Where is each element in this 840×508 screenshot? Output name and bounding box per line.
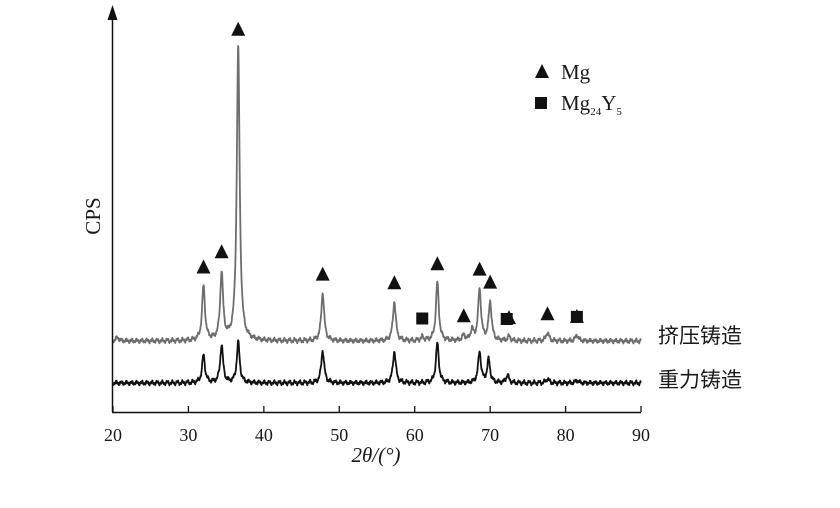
legend: Mg Mg24Y5	[535, 60, 622, 118]
legend-label-mg24y5-main: Mg	[561, 91, 591, 115]
x-tick-label: 80	[557, 425, 575, 445]
mg-phase-marker	[387, 275, 402, 290]
mg-phase-marker	[231, 21, 246, 36]
mg-phase-marker	[430, 256, 445, 271]
y-axis-title: CPS	[81, 197, 105, 234]
x-tick-label: 20	[104, 425, 122, 445]
mg-phase-marker	[315, 266, 330, 281]
x-ticks: 20 30 40 50 60 70 80 90	[104, 406, 650, 445]
legend-label-mg24y5-sub2: 5	[616, 106, 622, 118]
legend-entry-mg: Mg	[535, 60, 591, 84]
mg-phase-marker	[196, 259, 211, 274]
mg-phase-marker	[540, 306, 555, 321]
legend-entry-mg24y5: Mg24Y5	[535, 91, 622, 118]
series-line	[112, 339, 642, 387]
x-axis-title: 2θ/(°)	[351, 443, 400, 467]
legend-label-mg24y5-sub: 24	[590, 106, 602, 118]
x-tick-label: 90	[632, 425, 650, 445]
y-axis-arrow	[107, 5, 118, 20]
mg-phase-marker	[472, 261, 487, 276]
x-tick-label: 40	[255, 425, 273, 445]
mg-phase-marker	[483, 274, 498, 289]
series-label-gravity-cast: 重力铸造	[658, 368, 742, 392]
legend-triangle-marker	[535, 64, 549, 78]
x-tick-label: 50	[330, 425, 348, 445]
x-tick-label: 30	[179, 425, 197, 445]
series-line	[112, 45, 642, 345]
legend-label-mg24y5-y: Y	[601, 91, 616, 115]
plot-area	[112, 21, 642, 387]
mg-phase-marker	[456, 308, 471, 323]
legend-square-marker	[535, 97, 547, 109]
mg24y5-phase-marker	[416, 312, 429, 325]
x-tick-label: 60	[406, 425, 424, 445]
legend-label-mg: Mg	[561, 60, 591, 84]
mg-phase-marker	[502, 310, 516, 325]
legend-label-mg24y5: Mg24Y5	[561, 91, 622, 118]
x-tick-label: 70	[481, 425, 499, 445]
axes	[107, 5, 641, 414]
series-label-squeeze-cast: 挤压铸造	[658, 324, 742, 348]
mg-phase-marker	[214, 244, 229, 259]
mg-phase-marker	[569, 308, 584, 323]
